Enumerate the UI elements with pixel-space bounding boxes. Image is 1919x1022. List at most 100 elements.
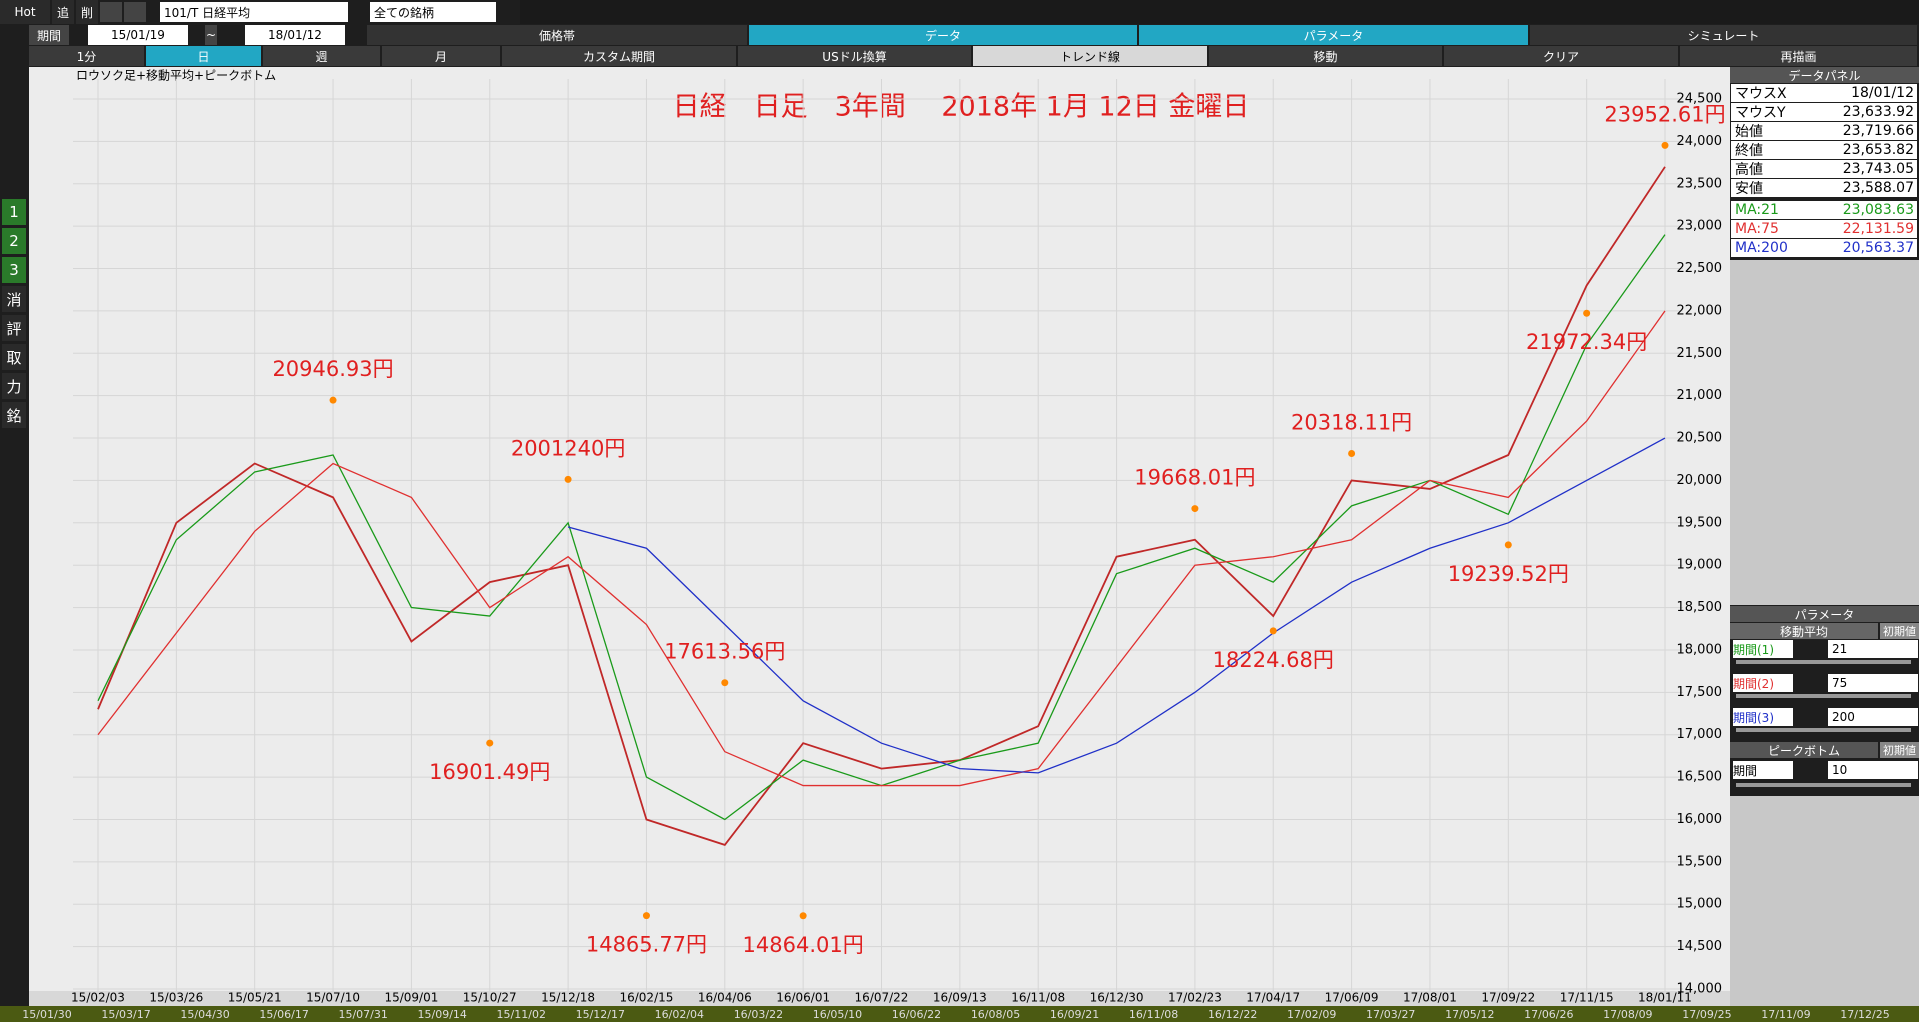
data-panel-label: 安値 — [1731, 179, 1821, 197]
data-panel-label: MA:75 — [1731, 220, 1821, 238]
x-tick-label: 16/12/30 — [1090, 991, 1144, 1005]
y-tick-label: 14,500 — [1677, 939, 1723, 954]
peak-point — [1583, 309, 1591, 317]
param-value[interactable]: 200 — [1828, 708, 1918, 726]
symbol-field[interactable]: 101/T 日経平均 — [160, 2, 348, 22]
data-panel-value: 23,719.66 — [1821, 122, 1917, 140]
data-panel-label: マウスX — [1731, 84, 1821, 102]
toolbar-button[interactable]: USドル換算 — [738, 46, 971, 66]
sidebar-button[interactable]: 銘 — [2, 402, 26, 428]
y-tick-label: 18,500 — [1677, 600, 1723, 615]
y-tick-label: 23,000 — [1677, 219, 1723, 234]
timeline-label: 16/03/22 — [733, 1007, 784, 1021]
toolbar-button[interactable]: 月 — [382, 46, 500, 66]
toolbar-button[interactable]: クリア — [1444, 46, 1678, 66]
annotation: 16901.49円 — [429, 760, 550, 784]
chart-title: 日経 日足 3年間 2018年 1月 12日 金曜日 — [673, 92, 1250, 123]
peak-point — [1269, 627, 1277, 635]
param-ma-label: 移動平均 — [1730, 623, 1878, 639]
y-tick-label: 22,000 — [1677, 303, 1723, 318]
chart-subtitle: ロウソク足+移動平均+ピークボトム — [76, 69, 276, 83]
sidebar-button[interactable]: 2 — [2, 228, 26, 254]
from-date[interactable]: 15/01/19 — [88, 25, 188, 45]
sidebar-button[interactable]: 3 — [2, 257, 26, 283]
peak-point — [1348, 449, 1356, 457]
data-panel-value: 18/01/12 — [1821, 84, 1917, 102]
toolbar-button[interactable]: トレンド線 — [973, 46, 1207, 66]
data-panel-value: 23,588.07 — [1821, 179, 1917, 197]
data-panel-label: 高値 — [1731, 160, 1821, 178]
prev-button[interactable] — [100, 2, 122, 22]
y-tick-label: 24,000 — [1677, 134, 1723, 149]
toolbar-button[interactable]: 日 — [146, 46, 261, 66]
param-value[interactable]: 21 — [1828, 640, 1918, 658]
next-button[interactable] — [124, 2, 146, 22]
y-tick-label: 17,000 — [1677, 727, 1723, 742]
param-slider[interactable] — [1736, 783, 1911, 787]
peak-point — [329, 396, 337, 404]
series-line — [567, 437, 1666, 774]
y-tick-label: 16,000 — [1677, 812, 1723, 827]
param-pb-reset[interactable]: 初期値 — [1880, 742, 1919, 758]
data-panel-value: 23,633.92 — [1821, 103, 1917, 121]
x-tick-label: 16/06/01 — [776, 991, 830, 1005]
x-tick-label: 17/08/01 — [1403, 991, 1457, 1005]
sidebar-button[interactable]: 力 — [2, 373, 26, 399]
x-tick-label: 16/07/22 — [855, 991, 909, 1005]
add-button[interactable]: 追 — [52, 0, 74, 24]
peak-point — [564, 475, 572, 483]
annotation: 14865.77円 — [586, 933, 707, 957]
panel-blank — [1730, 260, 1919, 605]
param-slider[interactable] — [1736, 694, 1911, 698]
param-slider[interactable] — [1736, 728, 1911, 732]
param-slider[interactable] — [1736, 660, 1911, 664]
sidebar-button[interactable]: 取 — [2, 344, 26, 370]
x-tick-label: 17/11/15 — [1560, 991, 1614, 1005]
timeline-label: 15/07/31 — [338, 1007, 388, 1021]
tab-button[interactable]: シミュレート — [1530, 25, 1917, 45]
data-panel-value: 22,131.59 — [1821, 220, 1917, 238]
delete-button[interactable]: 削 — [76, 0, 98, 24]
x-tick-label: 16/11/08 — [1011, 991, 1065, 1005]
toolbar-fill — [520, 0, 1919, 24]
param-value[interactable]: 10 — [1828, 761, 1918, 779]
data-panel-value: 23,743.05 — [1821, 160, 1917, 178]
x-tick-label: 17/06/09 — [1325, 991, 1379, 1005]
y-tick-label: 22,500 — [1677, 261, 1723, 276]
date-axis-strip — [29, 991, 1730, 1006]
timeline-label: 16/05/10 — [812, 1007, 863, 1021]
hot-button[interactable]: Hot — [0, 0, 50, 24]
toolbar-button[interactable]: カスタム期間 — [502, 46, 736, 66]
timeline-label: 15/01/30 — [22, 1007, 72, 1021]
timeline-label: 17/12/25 — [1840, 1007, 1890, 1021]
toolbar-button[interactable]: 週 — [263, 46, 380, 66]
x-tick-label: 15/02/03 — [71, 991, 125, 1005]
x-tick-label: 15/07/10 — [306, 991, 360, 1005]
x-tick-label: 16/09/13 — [933, 991, 987, 1005]
sidebar-button[interactable]: 消 — [2, 286, 26, 312]
timeline-label: 15/06/17 — [259, 1007, 309, 1021]
y-tick-label: 19,000 — [1677, 558, 1723, 573]
tab-button[interactable]: データ — [749, 25, 1137, 45]
param-value[interactable]: 75 — [1828, 674, 1918, 692]
x-tick-label: 15/12/18 — [541, 991, 595, 1005]
toolbar-button[interactable]: 1分 — [29, 46, 144, 66]
to-date[interactable]: 18/01/12 — [245, 25, 345, 45]
annotation: 21972.34円 — [1526, 330, 1647, 354]
sidebar-button[interactable]: 評 — [2, 315, 26, 341]
x-tick-label: 15/05/21 — [228, 991, 282, 1005]
data-panel-label: 終値 — [1731, 141, 1821, 159]
y-tick-label: 16,500 — [1677, 770, 1723, 785]
tab-button[interactable]: 価格帯 — [367, 25, 747, 45]
toolbar-button[interactable]: 再描画 — [1680, 46, 1917, 66]
market-select[interactable]: 全ての銘柄 — [370, 2, 496, 22]
y-tick-label: 20,500 — [1677, 431, 1723, 446]
timeline-label: 17/08/09 — [1603, 1007, 1653, 1021]
param-reset[interactable]: 初期値 — [1880, 623, 1919, 639]
sidebar-button[interactable]: 1 — [2, 199, 26, 225]
tab-button[interactable]: パラメータ — [1139, 25, 1528, 45]
timeline-label: 15/09/14 — [417, 1007, 467, 1021]
toolbar-button[interactable]: 移動 — [1209, 46, 1442, 66]
y-tick-label: 14,000 — [1677, 982, 1723, 997]
